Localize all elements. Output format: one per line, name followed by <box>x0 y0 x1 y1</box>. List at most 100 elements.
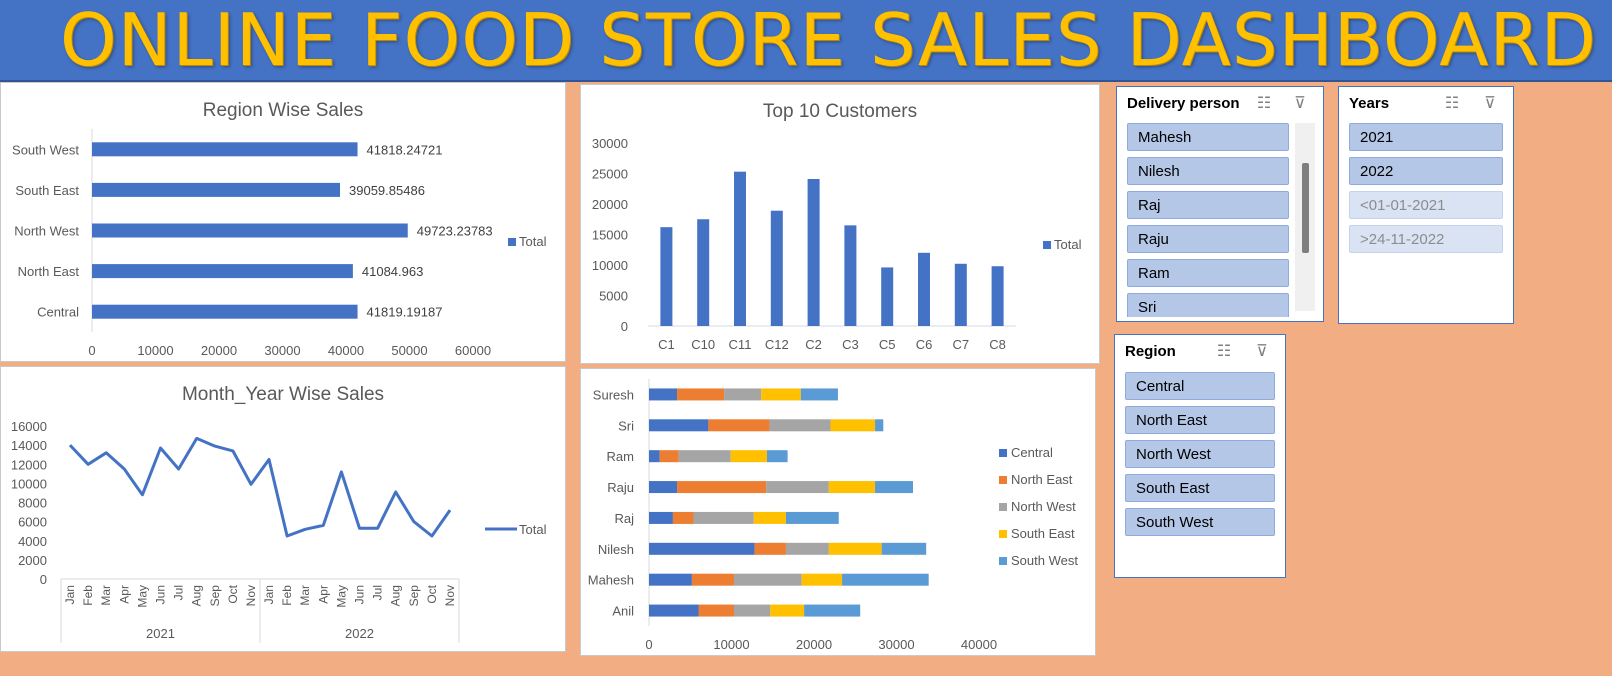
category-label: Ram <box>607 449 634 464</box>
slicer-item-sri[interactable]: Sri <box>1127 293 1289 317</box>
month-label: Apr <box>316 585 330 604</box>
y-tick-label: 8000 <box>18 496 47 511</box>
slicer-item-raj[interactable]: Raj <box>1127 191 1289 219</box>
category-label: C6 <box>916 337 933 352</box>
data-label: 41084.963 <box>362 264 423 279</box>
category-label: C8 <box>989 337 1006 352</box>
year-label: 2022 <box>345 626 374 641</box>
y-tick-label: 30000 <box>592 136 628 151</box>
data-label: 39059.85486 <box>349 183 425 198</box>
years-slicer-title: Years <box>1349 95 1390 112</box>
category-label: Nilesh <box>598 542 634 557</box>
month-label: Sep <box>407 585 421 607</box>
data-label: 41819.19187 <box>367 305 443 320</box>
legend-label: Total <box>519 234 547 249</box>
bar <box>92 304 358 319</box>
x-tick-label: 0 <box>88 343 95 358</box>
y-tick-label: 0 <box>40 572 47 587</box>
multi-select-icon[interactable]: ☷ <box>1256 95 1272 112</box>
bar-segment <box>672 511 694 524</box>
bar-segment <box>830 419 876 432</box>
y-tick-label: 10000 <box>592 258 628 273</box>
bar <box>844 225 857 326</box>
slicer-item-before-range[interactable]: <01-01-2021 <box>1349 191 1503 219</box>
y-tick-label: 25000 <box>592 167 628 182</box>
slicer-item-mahesh[interactable]: Mahesh <box>1127 123 1289 151</box>
category-label: Suresh <box>593 387 634 402</box>
category-label: Sri <box>618 418 634 433</box>
y-tick-label: 10000 <box>11 476 47 491</box>
y-tick-label: 0 <box>621 319 628 334</box>
bar <box>92 264 353 279</box>
legend-label: Total <box>519 522 547 537</box>
legend-label: North West <box>1011 499 1076 514</box>
month-label: Mar <box>99 585 113 606</box>
slicer-item-2022[interactable]: 2022 <box>1349 157 1503 185</box>
bar-segment <box>649 542 755 555</box>
slicer-item-nilesh[interactable]: Nilesh <box>1127 157 1289 185</box>
dashboard-banner: ONLINE FOOD STORE SALES DASHBOARD <box>0 0 1612 82</box>
slicer-item-south-east[interactable]: South East <box>1125 474 1275 502</box>
x-tick-label: 40000 <box>961 637 997 652</box>
slicer-item-ram[interactable]: Ram <box>1127 259 1289 287</box>
delivery-person-scroll-thumb[interactable] <box>1302 163 1309 253</box>
years-slicer: Years ☷ ⊽ 2021 2022 <01-01-2021 >24-11-2… <box>1338 86 1514 324</box>
bar-segment <box>733 573 802 586</box>
slicer-item-north-east[interactable]: North East <box>1125 406 1275 434</box>
bar <box>991 266 1004 326</box>
slicer-item-raju[interactable]: Raju <box>1127 225 1289 253</box>
month-label: Nov <box>443 585 457 606</box>
bar-segment <box>800 388 838 401</box>
data-label: 49723.23783 <box>417 224 493 239</box>
x-tick-label: 20000 <box>796 637 832 652</box>
dashboard-title: ONLINE FOOD STORE SALES DASHBOARD <box>60 0 1597 82</box>
bar-segment <box>804 604 861 617</box>
slicer-item-central[interactable]: Central <box>1125 372 1275 400</box>
y-tick-label: 20000 <box>592 197 628 212</box>
clear-filter-icon[interactable]: ⊽ <box>1294 95 1306 112</box>
x-tick-label: 40000 <box>328 343 364 358</box>
multi-select-icon[interactable]: ☷ <box>1216 343 1232 360</box>
legend-label: South East <box>1011 526 1075 541</box>
slicer-item-2021[interactable]: 2021 <box>1349 123 1503 151</box>
delivery-person-slicer-title: Delivery person <box>1127 95 1240 112</box>
y-tick-label: 16000 <box>11 419 47 434</box>
slicer-item-south-west[interactable]: South West <box>1125 508 1275 536</box>
legend-swatch <box>999 557 1007 565</box>
bar <box>734 171 746 326</box>
legend-swatch <box>999 476 1007 484</box>
clear-filter-icon[interactable]: ⊽ <box>1484 95 1496 112</box>
month-label: Jan <box>63 585 77 604</box>
bar-segment <box>733 604 771 617</box>
multi-select-icon[interactable]: ☷ <box>1444 95 1460 112</box>
bar-segment <box>677 481 767 494</box>
chart-title: Month_Year Wise Sales <box>182 384 384 405</box>
bar-segment <box>828 481 876 494</box>
month-label: Jul <box>172 585 186 600</box>
month-label: Jun <box>353 585 367 604</box>
bar-segment <box>770 604 805 617</box>
bar <box>918 252 930 326</box>
bar-segment <box>724 388 762 401</box>
slicer-item-north-west[interactable]: North West <box>1125 440 1275 468</box>
bar-segment <box>842 573 929 586</box>
category-label: Anil <box>612 604 634 619</box>
bar <box>807 178 820 326</box>
bar <box>92 223 408 238</box>
category-label: C5 <box>879 337 896 352</box>
x-tick-label: 10000 <box>137 343 173 358</box>
y-tick-label: 2000 <box>18 553 47 568</box>
clear-filter-icon[interactable]: ⊽ <box>1256 343 1268 360</box>
bar-segment <box>649 450 660 463</box>
y-tick-label: 5000 <box>599 289 628 304</box>
month-label: Nov <box>244 585 258 606</box>
slicer-item-after-range[interactable]: >24-11-2022 <box>1349 225 1503 253</box>
x-tick-label: 30000 <box>264 343 300 358</box>
bar-segment <box>691 573 734 586</box>
bar-segment <box>754 542 786 555</box>
y-tick-label: 6000 <box>18 515 47 530</box>
bar-segment <box>649 388 678 401</box>
category-label: North West <box>14 224 79 239</box>
bar-segment <box>677 388 725 401</box>
x-tick-label: 50000 <box>391 343 427 358</box>
